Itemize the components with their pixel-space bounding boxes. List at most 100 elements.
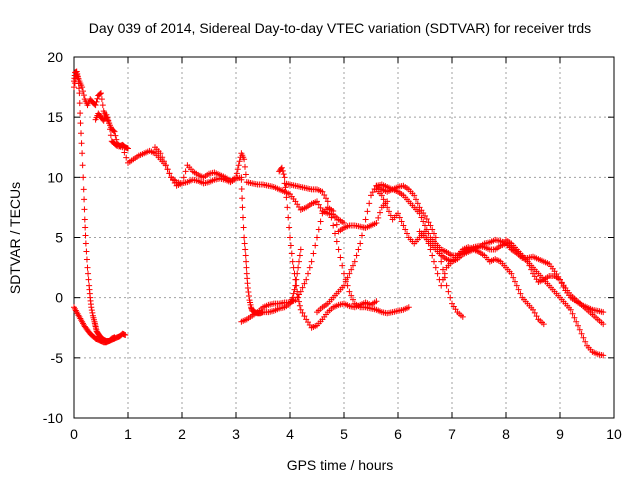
data-point <box>413 196 419 203</box>
data-point <box>420 218 427 225</box>
data-points <box>71 68 607 359</box>
data-point <box>425 219 432 226</box>
data-point <box>364 208 371 215</box>
data-point <box>290 290 297 297</box>
data-point <box>241 156 248 163</box>
data-point <box>301 313 308 320</box>
data-point <box>339 262 346 269</box>
data-point <box>427 246 434 253</box>
data-point <box>332 230 338 237</box>
series-sat-b <box>71 68 118 344</box>
data-point <box>431 258 437 265</box>
data-point <box>425 230 432 237</box>
data-point <box>416 210 423 217</box>
data-point <box>301 280 308 287</box>
data-point <box>324 198 331 205</box>
data-point <box>292 276 299 283</box>
data-point <box>447 294 454 301</box>
data-point <box>279 167 286 174</box>
data-point <box>81 196 88 203</box>
data-point <box>580 334 587 341</box>
data-point <box>241 234 248 241</box>
data-point <box>242 163 248 170</box>
data-point <box>326 206 333 213</box>
data-point <box>233 174 239 181</box>
data-point <box>111 334 118 341</box>
data-point <box>432 264 439 271</box>
data-point <box>328 214 335 221</box>
data-point <box>82 224 89 231</box>
data-point <box>558 280 565 287</box>
data-point <box>240 224 247 231</box>
data-point <box>513 282 520 289</box>
data-point <box>429 226 436 233</box>
data-point <box>180 174 187 181</box>
data-point <box>82 240 89 247</box>
data-point <box>438 258 445 265</box>
data-point <box>240 214 247 221</box>
data-point <box>296 252 303 259</box>
data-point <box>239 204 246 211</box>
data-point <box>291 270 298 277</box>
x-tick-label: 6 <box>394 426 402 442</box>
chart-title: Day 039 of 2014, Sidereal Day-to-day VTE… <box>89 20 591 36</box>
data-point <box>287 242 294 249</box>
data-point <box>427 222 434 229</box>
data-point <box>578 330 585 337</box>
data-point <box>344 274 351 281</box>
data-point <box>508 270 515 277</box>
data-point <box>423 216 430 223</box>
data-point <box>81 216 88 223</box>
data-point <box>242 171 249 178</box>
data-point <box>79 162 86 169</box>
y-axis-label: SDTVAR / TECUs <box>7 182 23 294</box>
y-tick-label: -5 <box>51 350 64 366</box>
data-point <box>600 321 607 328</box>
data-point <box>162 162 169 169</box>
data-point <box>112 132 119 139</box>
data-point <box>98 90 104 97</box>
x-tick-label: 3 <box>232 426 240 442</box>
data-point <box>85 270 92 277</box>
data-point <box>440 276 446 283</box>
data-point <box>286 224 293 231</box>
data-point <box>434 270 441 277</box>
data-point <box>576 326 583 333</box>
x-tick-label: 10 <box>606 426 622 442</box>
data-point <box>335 246 342 253</box>
data-point <box>353 252 360 259</box>
data-point <box>402 226 409 233</box>
data-point <box>83 248 90 255</box>
data-point <box>441 270 448 277</box>
data-point <box>103 111 110 118</box>
data-point <box>567 306 574 313</box>
data-point <box>443 282 450 289</box>
data-point <box>235 162 242 169</box>
data-point <box>445 288 452 295</box>
data-point <box>278 164 285 171</box>
data-point <box>362 216 369 223</box>
x-axis-label: GPS time / hours <box>287 457 394 473</box>
data-point <box>98 96 105 103</box>
data-point <box>557 276 563 283</box>
data-point <box>396 214 403 221</box>
data-point <box>76 90 83 97</box>
data-point <box>234 166 241 173</box>
data-point <box>533 313 540 320</box>
data-point <box>243 264 250 271</box>
data-point <box>287 234 293 241</box>
data-point <box>122 331 129 338</box>
data-point <box>333 238 340 245</box>
data-point <box>244 285 251 292</box>
data-point <box>526 262 533 269</box>
data-point <box>92 102 99 109</box>
data-point <box>341 282 347 289</box>
data-point <box>238 176 245 183</box>
data-point <box>459 313 466 320</box>
data-point <box>245 293 252 300</box>
data-point <box>281 174 288 181</box>
data-point <box>359 232 365 239</box>
data-point <box>377 209 383 216</box>
x-tick-label: 2 <box>178 426 186 442</box>
